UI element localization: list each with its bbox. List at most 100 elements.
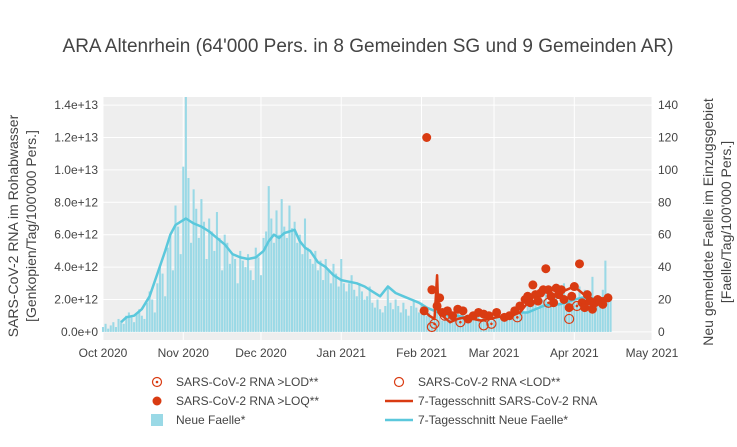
loq-point [528,280,538,290]
case-bar [555,293,558,332]
case-bar [392,309,395,332]
x-tick-label: Feb 2021 [396,346,447,360]
case-bar [252,280,255,332]
case-bar [283,226,286,332]
case-bar [573,293,576,332]
case-bar [518,305,521,332]
case-bar [606,293,610,332]
case-bar [441,320,444,332]
y-left-tick-label: 0.0e+0 [61,325,98,339]
case-bar [104,323,107,332]
y-left-tick-label: 1.2e+13 [54,131,98,145]
case-bar [485,318,488,332]
case-bar [210,231,213,332]
case-bar [231,254,234,332]
y-right-tick-label: 140 [658,98,678,112]
case-bar [228,263,231,332]
y-right-tick-label: 0 [658,325,665,339]
legend-item-below-lod[interactable]: SARS-CoV-2 RNA <LOD** [393,375,561,389]
case-bar [122,323,125,332]
loq-point [419,306,429,316]
case-bar [215,212,218,332]
loq-point [484,311,494,321]
case-bar [596,296,599,332]
loq-point [598,299,608,309]
case-bar [272,242,275,332]
case-bar [599,302,602,332]
lod-point [429,318,440,329]
case-bar [342,283,345,332]
case-bar [244,267,247,332]
cases-bars [101,97,612,332]
below-lod-point [426,321,437,333]
case-bar [179,254,182,332]
y-right-title-line1: Neu gemeldete Faelle im Einzugsgebiet [700,98,716,346]
case-bar [417,312,420,332]
loq-point [556,285,566,295]
legend-item-cases[interactable]: Neue Faelle* [151,413,246,427]
case-bar [306,247,309,332]
case-bar [169,234,172,332]
y-left-tick-label: 2.0e+12 [54,293,98,307]
y-right-tick-label: 120 [658,131,678,145]
case-bar [270,218,273,332]
case-bar [366,296,369,332]
case-bar [498,318,501,332]
case-bar [309,259,312,332]
case-bar [495,312,498,332]
case-bar [492,317,496,332]
lod-point-center [547,301,550,305]
case-bar [265,231,268,332]
case-bar [174,205,177,332]
case-bar [107,328,110,332]
legend-lod-label: SARS-CoV-2 RNA >LOD** [176,375,319,389]
case-bar [298,234,301,332]
case-bar [285,237,288,332]
lod-point-center [575,304,579,308]
case-bar [467,320,470,332]
case-bar [125,315,128,332]
case-bar [472,315,475,332]
case-bar [448,318,452,332]
y-left-tick-label: 4.0e+12 [54,260,98,274]
below-lod-point [478,320,489,331]
legend-rna-avg-label: 7-Tagesschnitt SARS-CoV-2 RNA [418,394,597,408]
case-bar [350,275,353,332]
case-bar [241,260,244,332]
legend-item-cases-avg[interactable]: 7-Tagesschnitt Neue Faelle* [385,413,568,427]
case-bar [557,302,560,332]
case-bar [381,312,384,332]
case-bar [221,270,224,332]
case-bar [480,322,483,332]
cases-avg-line [120,217,611,324]
lod-symbol-icon [151,376,163,388]
case-bar [337,286,340,332]
lod-point [571,300,583,312]
case-bar [316,270,319,332]
case-bar [158,267,162,332]
loq-point [541,264,551,274]
case-bar [355,296,358,332]
legend: SARS-CoV-2 RNA >LOD** SARS-CoV-2 RNA <LO… [151,375,597,427]
lod-point [439,310,450,321]
case-bar [267,186,270,332]
case-bar [562,283,565,332]
case-bar [197,237,200,332]
legend-item-loq[interactable]: SARS-CoV-2 RNA >LOQ** [152,394,320,408]
legend-item-lod[interactable]: SARS-CoV-2 RNA >LOD** [151,375,319,389]
legend-item-rna-avg[interactable]: 7-Tagesschnitt SARS-CoV-2 RNA [385,394,597,408]
case-bar [404,309,408,332]
y-right-tick-label: 80 [658,195,672,209]
y-left-tick-label: 1.0e+13 [54,163,98,177]
loq-point [492,307,502,317]
x-tick-label: Jan 2021 [317,346,367,360]
case-bar [423,309,426,332]
loq-point [422,133,432,142]
loq-point [569,282,579,292]
case-bar [112,322,115,332]
loq-point [567,291,577,301]
legend-cases-avg-label: 7-Tagesschnitt Neue Faelle* [418,413,568,427]
case-bar [327,270,330,332]
loq-point [533,296,543,306]
y-right-tick-label: 40 [658,260,672,274]
